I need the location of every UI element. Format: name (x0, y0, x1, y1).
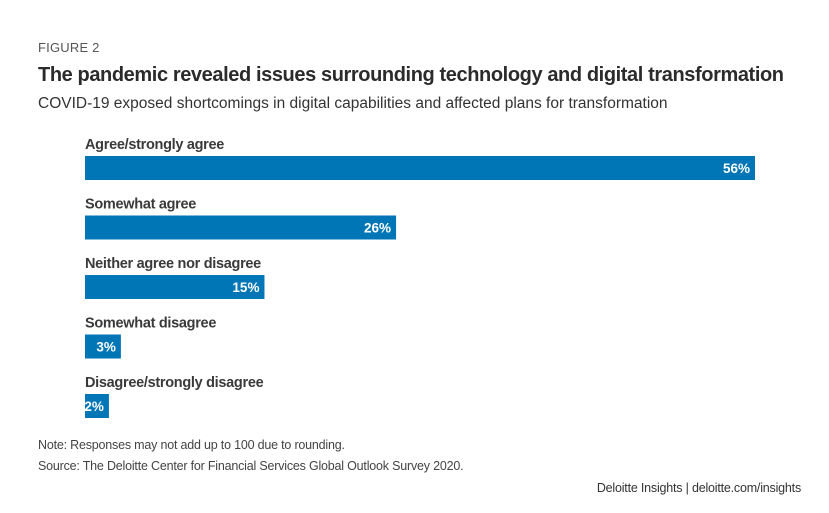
credit-line: Deloitte Insights | deloitte.com/insight… (596, 481, 801, 495)
bar (85, 394, 109, 418)
category-label: Somewhat disagree (85, 316, 216, 332)
bar (85, 215, 397, 240)
chart-source: Source: The Deloitte Center for Financia… (38, 459, 464, 473)
chart-note: Note: Responses may not add up to 100 du… (38, 438, 345, 452)
chart-subtitle: COVID-19 exposed shortcomings in digital… (38, 95, 668, 112)
bar (85, 156, 755, 180)
category-label: Agree/strongly agree (85, 137, 224, 153)
bar (85, 275, 265, 299)
data-label: 15% (232, 280, 259, 295)
data-label: 26% (364, 221, 391, 236)
category-label: Somewhat agree (85, 197, 196, 213)
data-label: 2% (84, 399, 104, 414)
figure-label: FIGURE 2 (38, 40, 100, 55)
category-label: Disagree/strongly disagree (85, 375, 264, 391)
chart-title: The pandemic revealed issues surrounding… (38, 64, 784, 86)
bar (85, 334, 121, 359)
category-label: Neither agree nor disagree (85, 256, 261, 272)
data-label: 3% (96, 340, 116, 355)
data-label: 56% (723, 161, 750, 176)
